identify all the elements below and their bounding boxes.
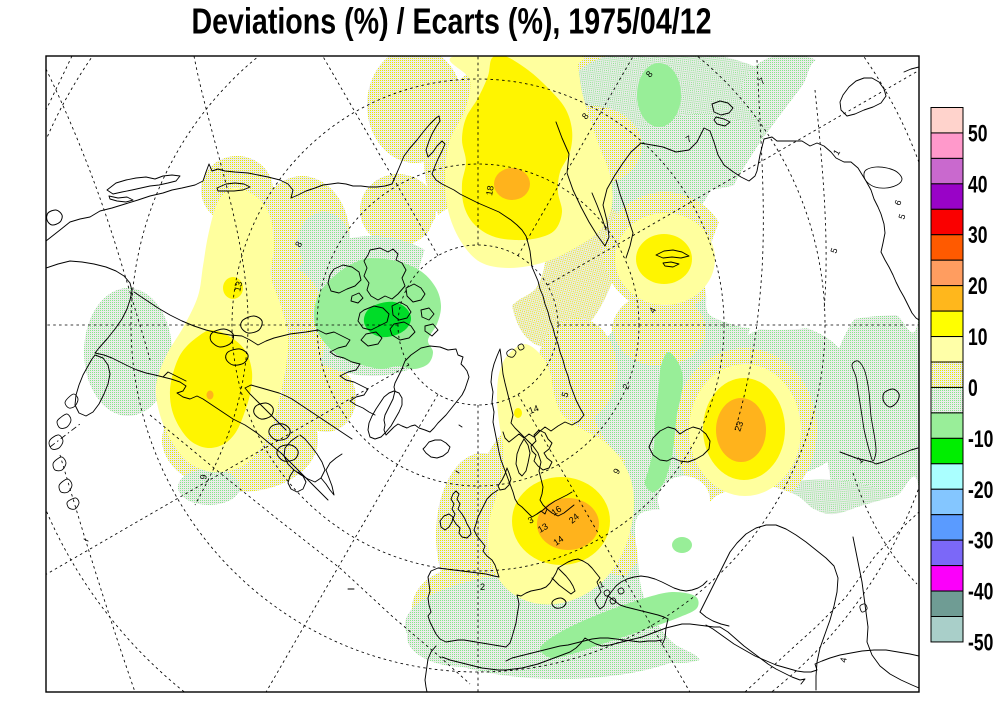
svg-text:20: 20 bbox=[968, 274, 987, 300]
svg-text:5: 5 bbox=[559, 391, 570, 399]
svg-text:4: 4 bbox=[647, 306, 658, 315]
svg-text:14: 14 bbox=[527, 403, 540, 416]
svg-text:4: 4 bbox=[838, 657, 849, 664]
svg-text:7: 7 bbox=[684, 134, 693, 145]
svg-text:1: 1 bbox=[831, 148, 842, 157]
svg-text:0: 0 bbox=[968, 375, 978, 401]
svg-text:2: 2 bbox=[620, 383, 631, 391]
svg-text:6: 6 bbox=[892, 199, 903, 207]
svg-text:Deviations (%) / Ecarts (%), 1: Deviations (%) / Ecarts (%), 1975/04/12 bbox=[191, 1, 711, 41]
svg-text:9: 9 bbox=[611, 467, 622, 476]
svg-text:-30: -30 bbox=[968, 528, 993, 554]
svg-text:8: 8 bbox=[644, 69, 655, 79]
svg-text:50: 50 bbox=[968, 121, 987, 147]
svg-text:1: 1 bbox=[597, 579, 605, 590]
svg-text:13: 13 bbox=[536, 521, 550, 535]
svg-text:8: 8 bbox=[293, 240, 304, 249]
svg-text:16: 16 bbox=[549, 504, 563, 518]
svg-text:-20: -20 bbox=[968, 477, 993, 503]
svg-text:30: 30 bbox=[968, 223, 987, 249]
svg-text:24: 24 bbox=[567, 511, 581, 525]
svg-text:8: 8 bbox=[580, 111, 591, 121]
svg-text:-50: -50 bbox=[968, 630, 993, 656]
svg-text:10: 10 bbox=[968, 324, 987, 350]
svg-text:14: 14 bbox=[551, 534, 565, 548]
svg-text:18: 18 bbox=[484, 185, 496, 197]
svg-text:3: 3 bbox=[526, 515, 535, 526]
svg-text:7: 7 bbox=[757, 76, 767, 87]
svg-text:5: 5 bbox=[896, 213, 907, 221]
svg-text:-10: -10 bbox=[968, 426, 993, 452]
svg-text:40: 40 bbox=[968, 172, 987, 198]
svg-text:23: 23 bbox=[732, 420, 745, 433]
svg-text:-40: -40 bbox=[968, 579, 993, 605]
svg-text:5: 5 bbox=[828, 247, 839, 255]
svg-text:9: 9 bbox=[198, 474, 209, 481]
svg-text:2: 2 bbox=[480, 582, 485, 592]
svg-text:1: 1 bbox=[855, 455, 865, 466]
